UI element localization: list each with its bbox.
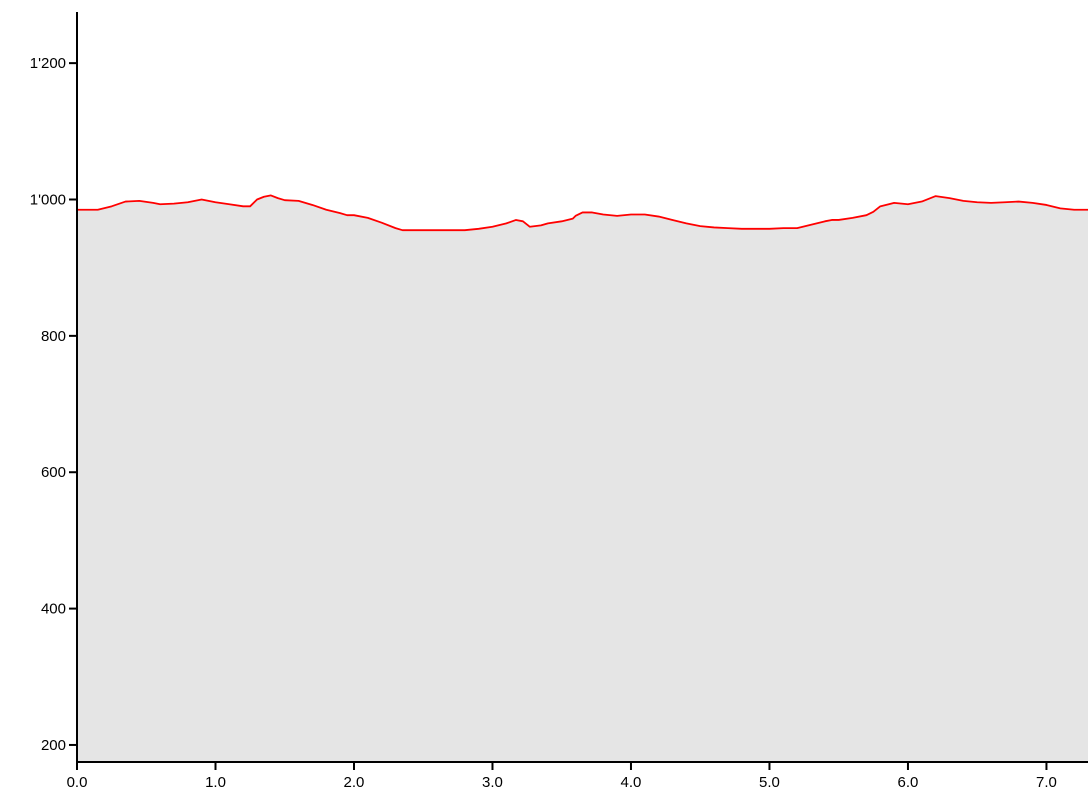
y-tick-label: 600 bbox=[41, 464, 66, 481]
x-tick-label: 1.0 bbox=[205, 774, 226, 791]
y-tick-label: 800 bbox=[41, 328, 66, 345]
x-axis: 0.0 1.0 2.0 3.0 4.0 5.0 6.0 7.0 bbox=[67, 761, 1088, 791]
plot-area bbox=[77, 194, 1088, 762]
y-tick-label: 200 bbox=[41, 737, 66, 754]
y-tick-label: 1'000 bbox=[30, 192, 66, 209]
y-axis: 200 400 600 800 1'000 1'200 bbox=[30, 12, 78, 762]
x-tick-label: 7.0 bbox=[1036, 774, 1057, 791]
series-line bbox=[77, 194, 1088, 232]
x-tick-label: 6.0 bbox=[898, 774, 919, 791]
x-tick-label: 2.0 bbox=[344, 774, 365, 791]
y-tick-label: 1'200 bbox=[30, 55, 66, 72]
x-tick-label: 5.0 bbox=[759, 774, 780, 791]
x-tick-label: 4.0 bbox=[621, 774, 642, 791]
y-tick-label: 400 bbox=[41, 601, 66, 618]
x-tick-label: 0.0 bbox=[67, 774, 88, 791]
x-tick-label: 3.0 bbox=[482, 774, 503, 791]
area-fill bbox=[77, 195, 1088, 762]
